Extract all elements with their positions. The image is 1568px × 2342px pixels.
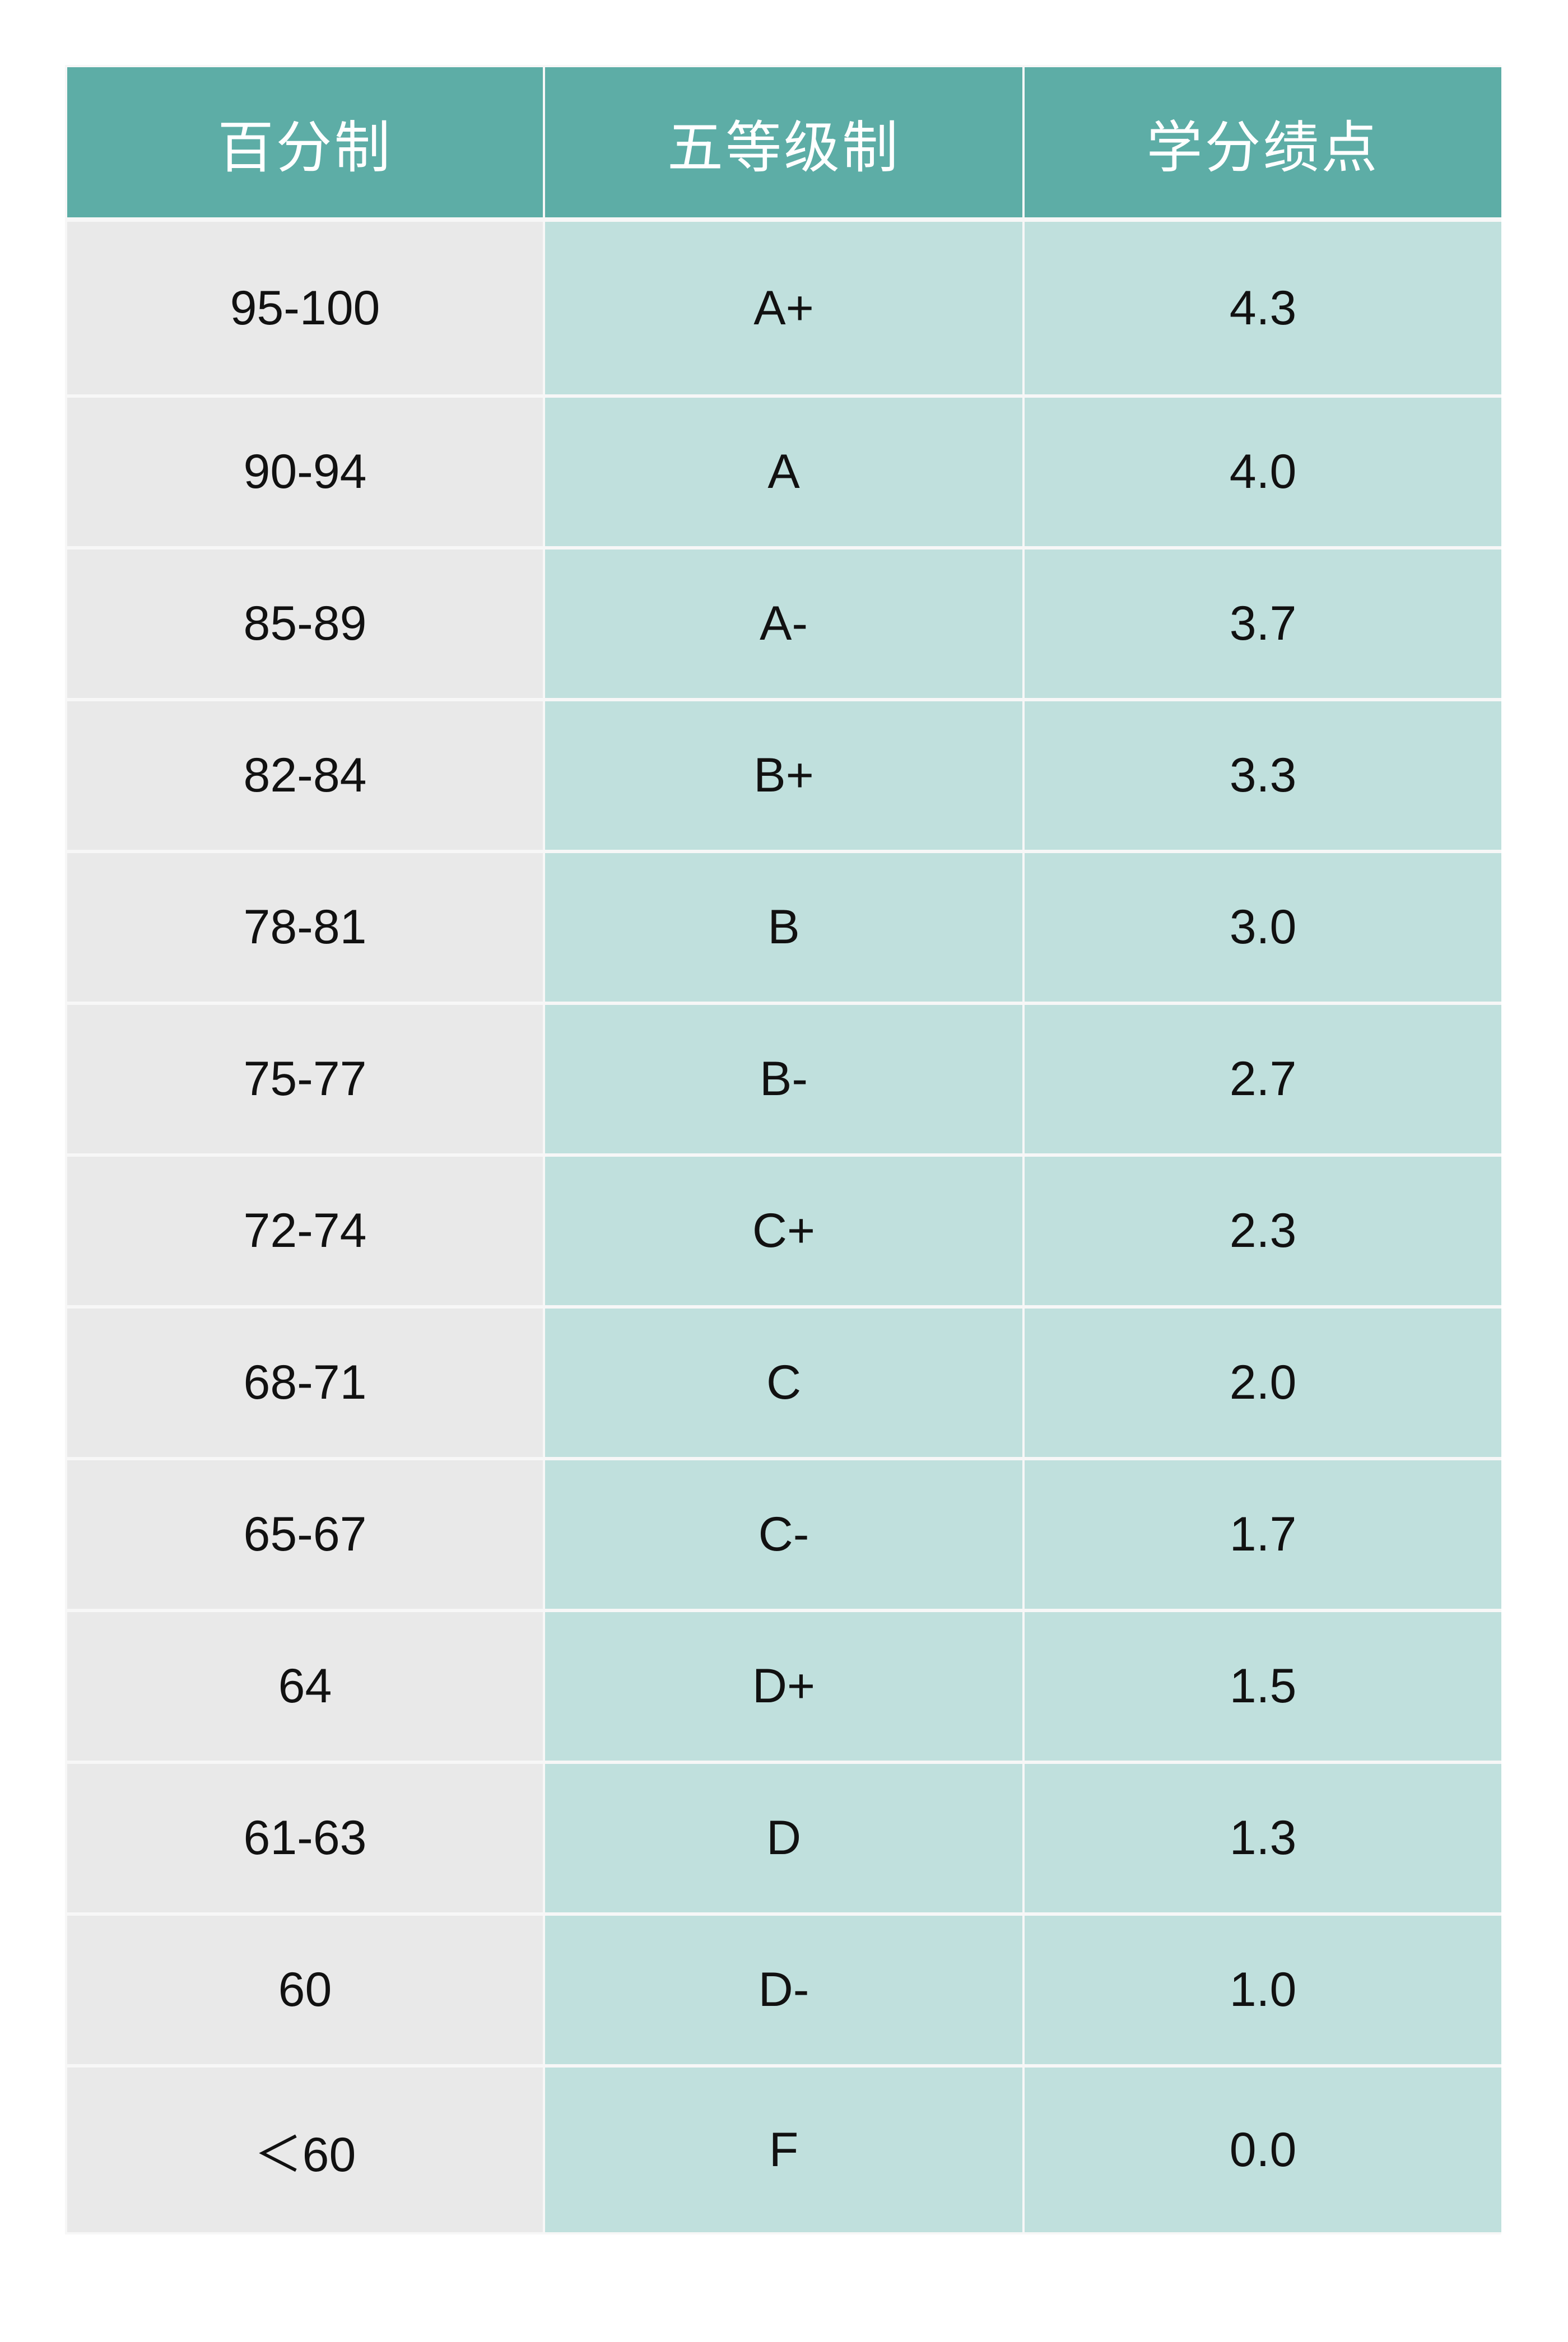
grade-cell: F [545, 2068, 1022, 2232]
table-row: 82-84 B+ 3.3 [67, 701, 1501, 850]
table-row: 95-100 A+ 4.3 [67, 222, 1501, 394]
grade-cell: C [545, 1309, 1022, 1457]
grade-cell: B [545, 853, 1022, 1002]
percentage-cell: 72-74 [67, 1157, 543, 1305]
header-percentage: 百分制 [67, 67, 543, 217]
table-body: 95-100 A+ 4.3 90-94 A 4.0 85-89 A- 3.7 82-84 B+ 3.3… [67, 222, 1501, 2232]
percentage-cell: 85-89 [67, 550, 543, 698]
grade-cell: D+ [545, 1612, 1022, 1761]
table-row: 61-63 D 1.3 [67, 1764, 1501, 1912]
grade-point-cell: 2.0 [1025, 1309, 1501, 1457]
grade-point-cell: 3.7 [1025, 550, 1501, 698]
table-row: 64 D+ 1.5 [67, 1612, 1501, 1761]
percentage-cell: 78-81 [67, 853, 543, 1002]
percentage-cell: 82-84 [67, 701, 543, 850]
percentage-cell: 68-71 [67, 1309, 543, 1457]
grade-point-cell: 4.3 [1025, 222, 1501, 394]
header-five-level-grade: 五等级制 [545, 67, 1022, 217]
grade-point-cell: 2.7 [1025, 1005, 1501, 1153]
grade-point-cell: 4.0 [1025, 398, 1501, 546]
table-row: ＜60 F 0.0 [67, 2068, 1501, 2232]
table-header-row: 百分制 五等级制 学分绩点 [67, 67, 1501, 217]
grade-conversion-table: 百分制 五等级制 学分绩点 95-100 A+ 4.3 90-94 A 4.0 85-89 A… [65, 65, 1501, 2234]
grade-point-cell: 1.5 [1025, 1612, 1501, 1761]
grade-cell: B- [545, 1005, 1022, 1153]
percentage-cell: 75-77 [67, 1005, 543, 1153]
percentage-cell: ＜60 [67, 2068, 543, 2232]
grade-cell: A [545, 398, 1022, 546]
grade-point-cell: 1.7 [1025, 1460, 1501, 1609]
percentage-cell: 65-67 [67, 1460, 543, 1609]
table-row: 65-67 C- 1.7 [67, 1460, 1501, 1609]
grade-cell: C+ [545, 1157, 1022, 1305]
grade-point-cell: 3.3 [1025, 701, 1501, 850]
percentage-cell: 60 [67, 1916, 543, 2064]
percentage-cell: 61-63 [67, 1764, 543, 1912]
percentage-cell: 95-100 [67, 222, 543, 394]
grade-point-cell: 3.0 [1025, 853, 1501, 1002]
table-row: 78-81 B 3.0 [67, 853, 1501, 1002]
table-row: 90-94 A 4.0 [67, 398, 1501, 546]
percentage-cell: 90-94 [67, 398, 543, 546]
percentage-cell: 64 [67, 1612, 543, 1761]
grade-cell: A+ [545, 222, 1022, 394]
grade-cell: C- [545, 1460, 1022, 1609]
grade-point-cell: 2.3 [1025, 1157, 1501, 1305]
table-row: 68-71 C 2.0 [67, 1309, 1501, 1457]
grade-point-cell: 1.0 [1025, 1916, 1501, 2064]
table-row: 75-77 B- 2.7 [67, 1005, 1501, 1153]
grade-cell: B+ [545, 701, 1022, 850]
grade-cell: A- [545, 550, 1022, 698]
table-row: 60 D- 1.0 [67, 1916, 1501, 2064]
grade-cell: D- [545, 1916, 1022, 2064]
table-row: 72-74 C+ 2.3 [67, 1157, 1501, 1305]
header-grade-point: 学分绩点 [1025, 67, 1501, 217]
grade-point-cell: 1.3 [1025, 1764, 1501, 1912]
table-row: 85-89 A- 3.7 [67, 550, 1501, 698]
grade-cell: D [545, 1764, 1022, 1912]
grade-point-cell: 0.0 [1025, 2068, 1501, 2232]
